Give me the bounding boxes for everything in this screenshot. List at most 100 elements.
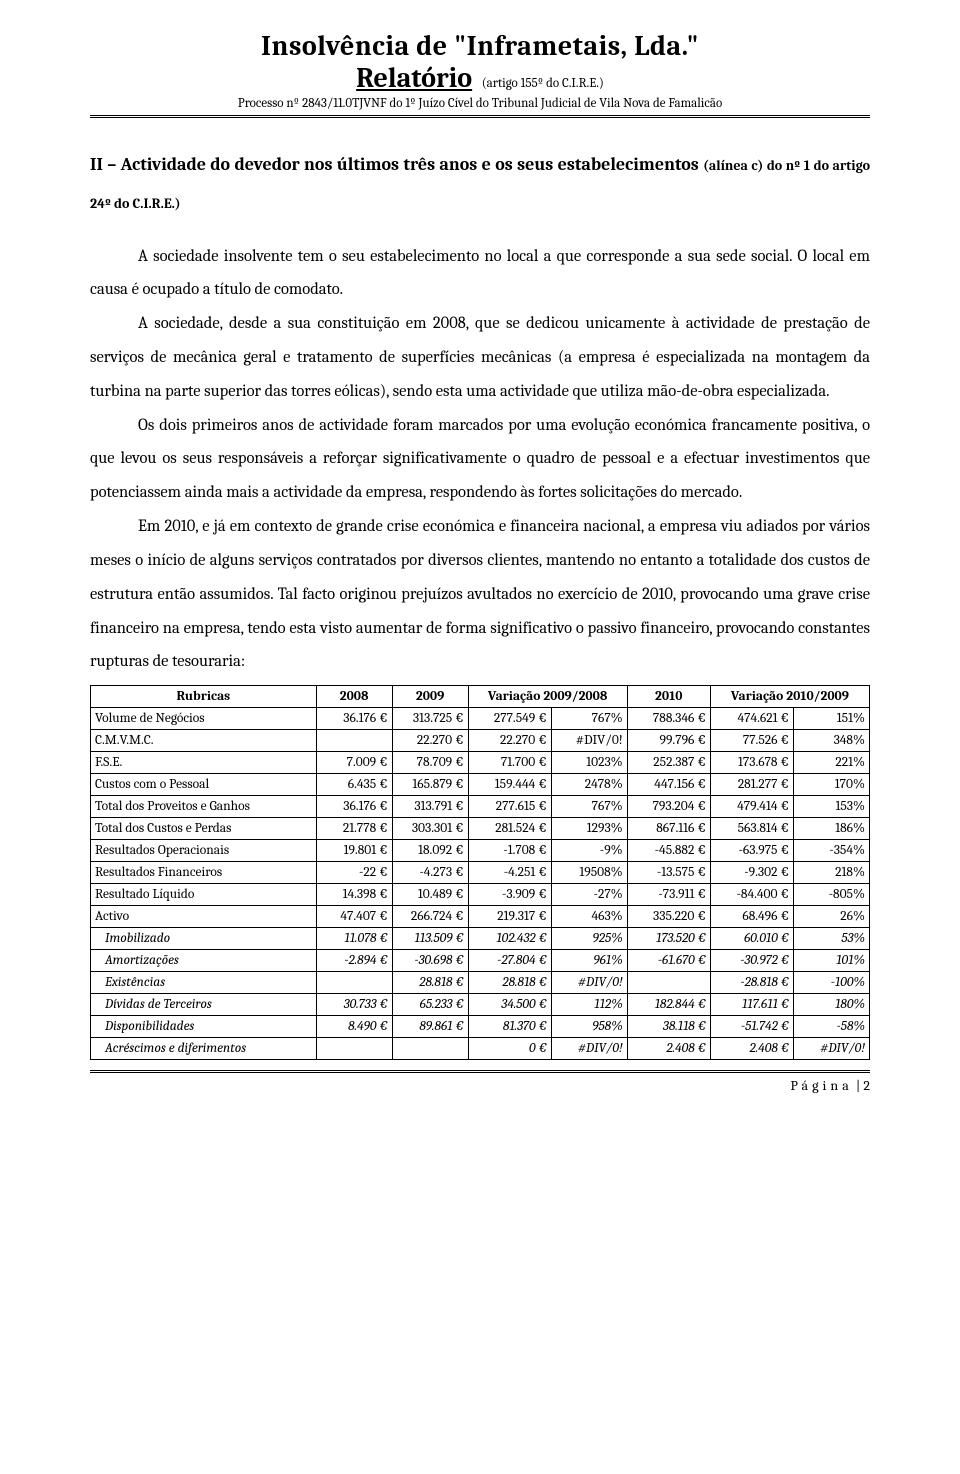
cell-2010: 173.520 € <box>627 928 710 950</box>
cell-var-b-pct: 101% <box>793 950 869 972</box>
doc-process-number: Processo nº 2843/11.0TJVNF do 1º Juízo C… <box>90 96 870 111</box>
footer-page-number: 2 <box>863 1077 870 1094</box>
cell-label: Custos com o Pessoal <box>91 774 317 796</box>
table-row: Existências28.818 €28.818 €#DIV/0!-28.81… <box>91 972 870 994</box>
cell-2010: 793.204 € <box>627 796 710 818</box>
cell-var-a-pct: 19508% <box>551 862 627 884</box>
table-row: Custos com o Pessoal6.435 €165.879 €159.… <box>91 774 870 796</box>
cell-2009: -4.273 € <box>392 862 468 884</box>
header-divider <box>90 115 870 118</box>
footer-label: Página <box>790 1077 852 1094</box>
cell-var-a-val: 28.818 € <box>468 972 551 994</box>
section-roman: II <box>90 154 103 175</box>
section-main: Actividade do devedor nos últimos três a… <box>121 154 704 175</box>
cell-2008: 8.490 € <box>316 1016 392 1038</box>
cell-var-a-pct: 961% <box>551 950 627 972</box>
cell-2009: 65.233 € <box>392 994 468 1016</box>
cell-var-b-pct: 53% <box>793 928 869 950</box>
cell-var-b-val: -30.972 € <box>710 950 793 972</box>
cell-2009: 10.489 € <box>392 884 468 906</box>
doc-title-line1: Insolvência de "Inframetais, Lda." <box>90 30 870 62</box>
cell-label: Resultado Líquido <box>91 884 317 906</box>
cell-2010: 788.346 € <box>627 708 710 730</box>
cell-var-a-pct: 112% <box>551 994 627 1016</box>
cell-var-a-val: 81.370 € <box>468 1016 551 1038</box>
table-row: Amortizações-2.894 €-30.698 €-27.804 €96… <box>91 950 870 972</box>
cell-var-a-val: -3.909 € <box>468 884 551 906</box>
cell-var-a-val: 102.432 € <box>468 928 551 950</box>
cell-var-b-pct: 151% <box>793 708 869 730</box>
paragraph: A sociedade, desde a sua constituição em… <box>90 307 870 408</box>
cell-2008: 11.078 € <box>316 928 392 950</box>
cell-2009: 28.818 € <box>392 972 468 994</box>
cell-2008 <box>316 730 392 752</box>
cell-2008: 36.176 € <box>316 796 392 818</box>
section-sep: – <box>103 154 121 175</box>
table-row: Total dos Custos e Perdas21.778 €303.301… <box>91 818 870 840</box>
cell-2008 <box>316 1038 392 1060</box>
cell-var-b-val: 563.814 € <box>710 818 793 840</box>
cell-var-a-pct: 958% <box>551 1016 627 1038</box>
cell-var-a-val: 34.500 € <box>468 994 551 1016</box>
cell-var-b-pct: -354% <box>793 840 869 862</box>
cell-var-a-pct: #DIV/0! <box>551 730 627 752</box>
cell-2009 <box>392 1038 468 1060</box>
cell-2008: 14.398 € <box>316 884 392 906</box>
cell-label: Disponibilidades <box>91 1016 317 1038</box>
cell-var-a-pct: 767% <box>551 708 627 730</box>
cell-var-a-pct: 1293% <box>551 818 627 840</box>
table-row: F.S.E.7.009 €78.709 €71.700 €1023%252.38… <box>91 752 870 774</box>
th-rubricas: Rubricas <box>91 686 317 708</box>
cell-var-b-val: 281.277 € <box>710 774 793 796</box>
cell-var-a-pct: #DIV/0! <box>551 972 627 994</box>
footer-divider <box>90 1070 870 1073</box>
cell-var-b-pct: 186% <box>793 818 869 840</box>
cell-var-b-pct: 348% <box>793 730 869 752</box>
table-row: Resultados Operacionais19.801 €18.092 €-… <box>91 840 870 862</box>
cell-var-b-val: -63.975 € <box>710 840 793 862</box>
paragraph: Em 2010, e já em contexto de grande cris… <box>90 510 870 679</box>
cell-label: Volume de Negócios <box>91 708 317 730</box>
cell-2009: 78.709 € <box>392 752 468 774</box>
table-row: Acréscimos e diferimentos0 €#DIV/0!2.408… <box>91 1038 870 1060</box>
cell-var-a-pct: 925% <box>551 928 627 950</box>
section-heading: II – Actividade do devedor nos últimos t… <box>90 146 870 222</box>
cell-var-a-pct: 767% <box>551 796 627 818</box>
cell-2009: 22.270 € <box>392 730 468 752</box>
cell-label: Total dos Custos e Perdas <box>91 818 317 840</box>
cell-var-b-val: -9.302 € <box>710 862 793 884</box>
financial-table: Rubricas 2008 2009 Variação 2009/2008 20… <box>90 685 870 1060</box>
cell-label: Resultados Financeiros <box>91 862 317 884</box>
cell-var-b-pct: -805% <box>793 884 869 906</box>
cell-label: Amortizações <box>91 950 317 972</box>
cell-var-b-pct: 180% <box>793 994 869 1016</box>
page-header: Insolvência de "Inframetais, Lda." Relat… <box>90 30 870 111</box>
cell-2010: 252.387 € <box>627 752 710 774</box>
table-row: Dívidas de Terceiros30.733 €65.233 €34.5… <box>91 994 870 1016</box>
footer-sep: | <box>853 1077 864 1094</box>
cell-var-a-val: 22.270 € <box>468 730 551 752</box>
cell-2008 <box>316 972 392 994</box>
cell-var-b-pct: #DIV/0! <box>793 1038 869 1060</box>
paragraph: A sociedade insolvente tem o seu estabel… <box>90 240 870 308</box>
cell-2010: 38.118 € <box>627 1016 710 1038</box>
cell-label: Acréscimos e diferimentos <box>91 1038 317 1060</box>
cell-2010: -13.575 € <box>627 862 710 884</box>
doc-title-line2: Relatório <box>356 62 472 94</box>
cell-var-a-val: -1.708 € <box>468 840 551 862</box>
cell-var-a-val: 277.549 € <box>468 708 551 730</box>
cell-2008: 36.176 € <box>316 708 392 730</box>
cell-2009: -30.698 € <box>392 950 468 972</box>
cell-2009: 313.791 € <box>392 796 468 818</box>
cell-var-b-val: 2.408 € <box>710 1038 793 1060</box>
cell-var-b-val: 77.526 € <box>710 730 793 752</box>
cell-2008: 19.801 € <box>316 840 392 862</box>
cell-2010: 447.156 € <box>627 774 710 796</box>
table-row: Resultado Líquido14.398 €10.489 €-3.909 … <box>91 884 870 906</box>
cell-2010: 99.796 € <box>627 730 710 752</box>
cell-var-a-val: 159.444 € <box>468 774 551 796</box>
cell-var-b-val: 173.678 € <box>710 752 793 774</box>
table-row: Resultados Financeiros-22 €-4.273 €-4.25… <box>91 862 870 884</box>
cell-2010: 182.844 € <box>627 994 710 1016</box>
cell-2009: 89.861 € <box>392 1016 468 1038</box>
